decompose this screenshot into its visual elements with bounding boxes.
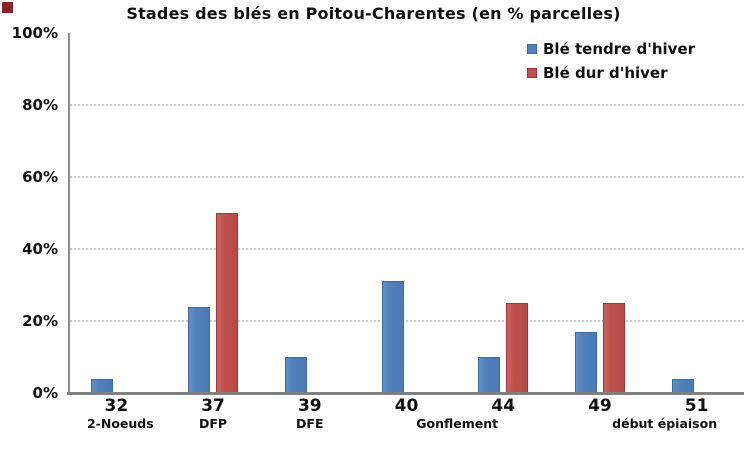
y-axis-line: [68, 33, 70, 394]
chart-title: Stades des blés en Poitou-Charentes (en …: [126, 4, 621, 23]
x-tick-label-44: 44: [491, 396, 516, 416]
x-stage-label-32: 2-Noeuds: [86, 416, 154, 431]
legend-item-0: Blé tendre d'hiver: [527, 37, 695, 61]
legend-item-1: Blé dur d'hiver: [527, 61, 695, 85]
x-stage-label-37: DFP: [199, 416, 228, 431]
legend-label: Blé dur d'hiver: [543, 64, 668, 82]
x-stage-label-44: Gonflement: [416, 416, 499, 431]
bar-ble-tendre-40: [381, 281, 404, 393]
gridline-20: [70, 320, 744, 322]
bar-ble-tendre-39: [284, 357, 307, 393]
legend-swatch-icon: [527, 44, 537, 54]
y-tick-label-40: 40%: [22, 240, 58, 258]
bar-ble-dur-49: [602, 303, 625, 393]
gridline-60: [70, 176, 744, 178]
bar-ble-tendre-49: [574, 331, 597, 393]
y-tick-label-80: 80%: [22, 96, 58, 114]
bar-ble-tendre-37: [188, 306, 211, 393]
legend: Blé tendre d'hiver Blé dur d'hiver: [527, 37, 695, 85]
bar-ble-tendre-32: [91, 378, 114, 393]
x-tick-label-37: 37: [201, 396, 225, 416]
x-stage-label-51: début épiaison: [612, 416, 718, 431]
x-stage-label-39: DFE: [296, 416, 324, 431]
gridline-40: [70, 248, 744, 250]
x-tick-label-49: 49: [588, 396, 612, 416]
x-tick-label-51: 51: [684, 396, 709, 416]
x-tick-label-39: 39: [297, 396, 322, 416]
legend-swatch-icon: [527, 68, 537, 78]
x-axis-line: [67, 392, 744, 395]
y-tick-label-60: 60%: [22, 168, 58, 186]
bar-ble-dur-44: [506, 303, 529, 393]
bar-ble-dur-37: [216, 213, 239, 393]
corner-mark: [2, 2, 13, 13]
x-tick-label-40: 40: [394, 396, 419, 416]
gridline-80: [70, 104, 744, 106]
legend-label: Blé tendre d'hiver: [543, 40, 696, 58]
y-tick-label-0: 0%: [32, 384, 58, 402]
x-tick-label-32: 32: [104, 396, 129, 416]
bar-ble-tendre-44: [478, 357, 501, 393]
y-tick-label-100: 100%: [11, 24, 58, 42]
y-tick-label-20: 20%: [22, 312, 58, 330]
bar-ble-tendre-51: [671, 378, 694, 393]
